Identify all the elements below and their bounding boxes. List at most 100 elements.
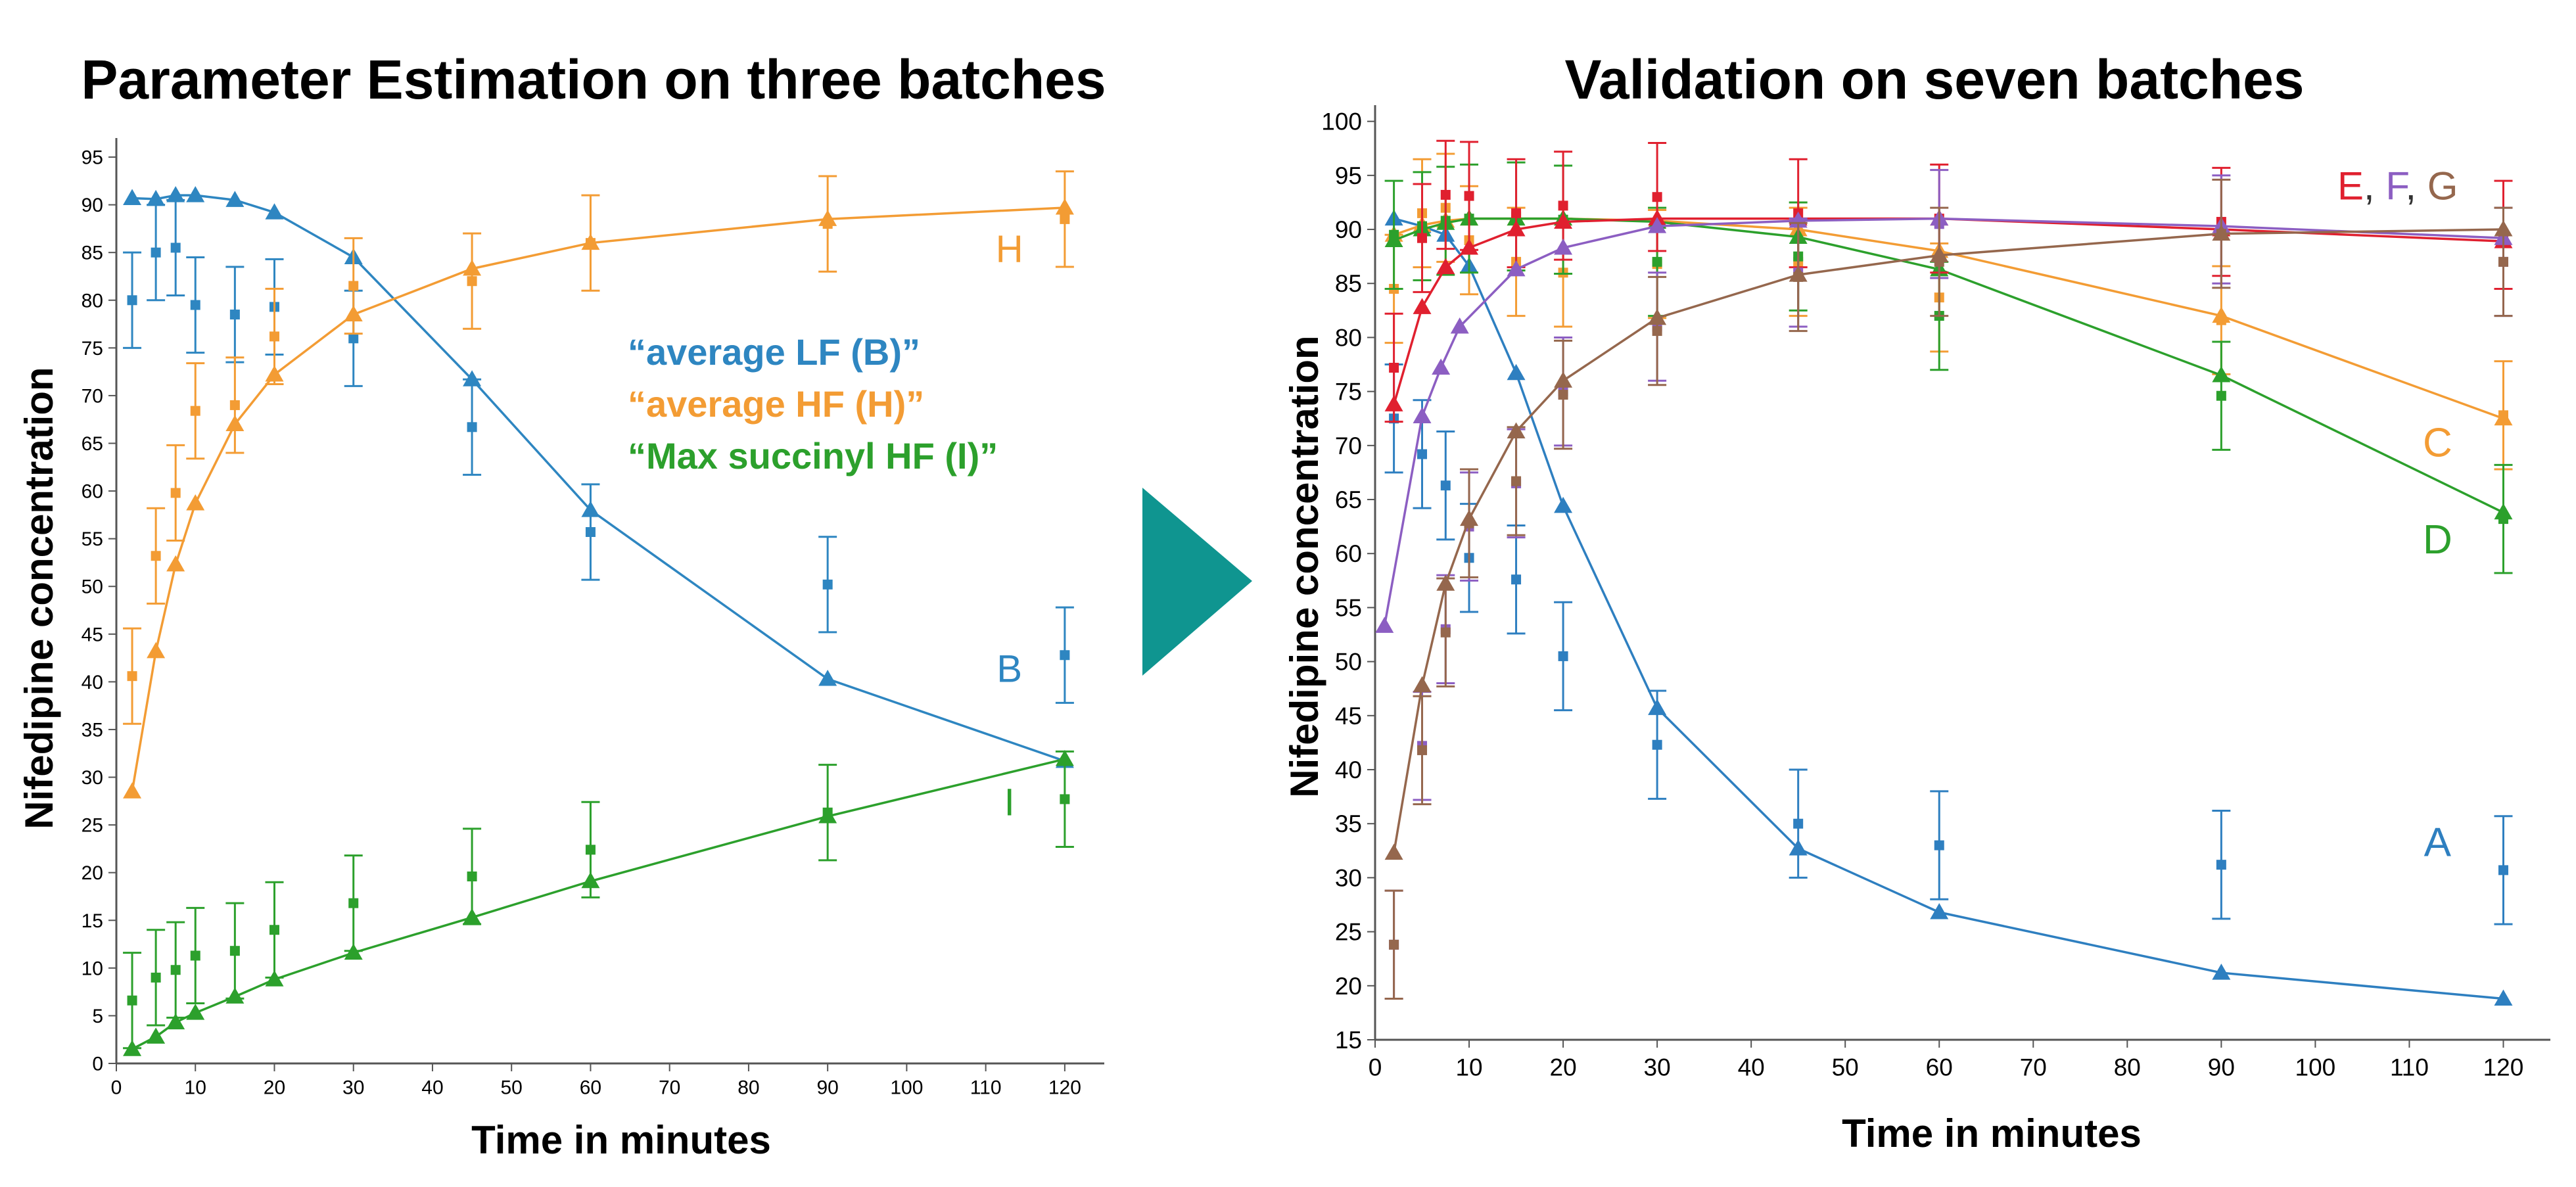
observed-point — [127, 295, 137, 306]
chart-parameter-estimation: Parameter Estimation on three batches 0 1… — [17, 49, 1106, 1162]
observed-point — [151, 551, 161, 561]
model-line — [1383, 217, 2504, 626]
x-tick-label: 40 — [1738, 1054, 1765, 1081]
y-tick-label: 45 — [1335, 703, 1362, 730]
y-tick-label: 10 — [82, 958, 103, 979]
x-tick-label: 100 — [2295, 1054, 2336, 1081]
x-tick-label: 80 — [2114, 1054, 2141, 1081]
x-axis-label: Time in minutes — [1842, 1111, 2142, 1155]
y-tick-label: 85 — [1335, 270, 1362, 297]
y-tick-label: 100 — [1321, 108, 1362, 135]
model-point — [186, 494, 205, 511]
label-part-sep2: , — [2405, 164, 2427, 208]
legend-entry-h: “average HF (H)” — [628, 383, 924, 425]
observed-point — [1793, 818, 1804, 829]
y-tick-label: 75 — [82, 338, 103, 360]
observed-point — [2216, 315, 2226, 325]
x-tick-label: 0 — [111, 1077, 122, 1099]
observed-point — [348, 898, 359, 908]
observed-point — [2216, 860, 2226, 870]
observed-point — [2216, 390, 2226, 401]
observed-point — [1558, 651, 1568, 661]
y-axis-label: Nifedipine concentration — [1282, 335, 1326, 797]
y-tick-label: 95 — [1335, 162, 1362, 189]
axes: 0 10 20 30 40 50 60 70 80 90 100 110 120 0 5 10 15 20 25 30… — [82, 138, 1104, 1099]
y-tick-label: 60 — [82, 481, 103, 503]
observed-point — [229, 946, 240, 956]
x-tick-label: 50 — [1832, 1054, 1859, 1081]
x-tick-label: 70 — [2020, 1054, 2047, 1081]
model-point — [1432, 358, 1451, 375]
chart-title: Parameter Estimation on three batches — [81, 49, 1106, 110]
observed-point — [1511, 476, 1522, 486]
model-point — [166, 555, 185, 572]
observed-point — [1440, 627, 1451, 638]
observed-point — [822, 579, 833, 590]
observed-point — [170, 488, 181, 498]
observed-point — [1558, 390, 1568, 400]
series-h: H — [123, 170, 1074, 799]
x-tick-label: 30 — [1644, 1054, 1671, 1081]
observed-point — [1440, 189, 1451, 200]
observed-point — [229, 400, 240, 410]
observed-point — [467, 422, 477, 432]
y-tick-label: 50 — [82, 576, 103, 598]
axes: 0 10 20 30 40 50 60 70 80 90 100 110 120 15 20 25 30 35 40… — [1321, 105, 2550, 1081]
observed-point — [1464, 191, 1474, 201]
y-tick-label: 20 — [1335, 973, 1362, 1000]
arrow-icon — [1142, 488, 1252, 676]
model-point — [1554, 238, 1573, 255]
model-point — [1450, 317, 1469, 334]
observed-point — [1511, 208, 1522, 218]
x-tick-label: 110 — [970, 1077, 1002, 1099]
y-tick-label: 30 — [82, 767, 103, 789]
observed-point — [1652, 326, 1662, 337]
observed-point — [1060, 794, 1070, 804]
observed-point — [348, 281, 359, 291]
observed-point — [348, 333, 359, 344]
y-tick-label: 65 — [1335, 486, 1362, 513]
observed-point — [2498, 514, 2508, 524]
model-point — [166, 1013, 185, 1030]
y-tick-label: 40 — [1335, 756, 1362, 783]
observed-point — [467, 871, 477, 881]
model-point — [1413, 676, 1432, 693]
y-tick-label: 60 — [1335, 540, 1362, 567]
label-part-g: G — [2427, 164, 2458, 208]
model-point — [147, 1027, 166, 1044]
x-tick-label: 20 — [264, 1077, 285, 1099]
series-labels: E, F, G — [2337, 164, 2458, 208]
observed-point — [170, 965, 181, 975]
y-tick-label: 0 — [92, 1054, 103, 1075]
model-point — [818, 670, 837, 686]
series-label-i: I — [1004, 781, 1015, 824]
model-point — [1507, 363, 1526, 381]
observed-point — [1934, 840, 1944, 850]
observed-point — [1389, 362, 1399, 373]
model-point — [1648, 217, 1667, 233]
x-tick-label: 20 — [1550, 1054, 1577, 1081]
y-tick-label: 5 — [92, 1006, 103, 1027]
y-tick-label: 85 — [82, 243, 103, 264]
observed-point — [585, 238, 596, 248]
y-tick-label: 80 — [1335, 324, 1362, 351]
y-tick-label: 30 — [1335, 864, 1362, 891]
label-part-e: E — [2337, 164, 2364, 208]
legend: “average LF (B)” “average HF (H)” “Max suc… — [628, 331, 998, 477]
observed-point — [1464, 518, 1474, 528]
x-tick-label: 80 — [738, 1077, 759, 1099]
x-tick-label: 120 — [2483, 1054, 2524, 1081]
x-tick-label: 60 — [1926, 1054, 1953, 1081]
observed-point — [1652, 256, 1662, 267]
model-point — [166, 186, 185, 202]
model-line — [1393, 217, 2504, 1000]
model-point — [147, 189, 166, 206]
observed-point — [1417, 233, 1428, 243]
observed-point — [1417, 449, 1428, 459]
x-tick-label: 90 — [816, 1077, 838, 1099]
model-point — [225, 191, 245, 207]
model-point — [1413, 407, 1432, 423]
y-tick-label: 80 — [82, 290, 103, 312]
y-tick-label: 90 — [1335, 216, 1362, 243]
